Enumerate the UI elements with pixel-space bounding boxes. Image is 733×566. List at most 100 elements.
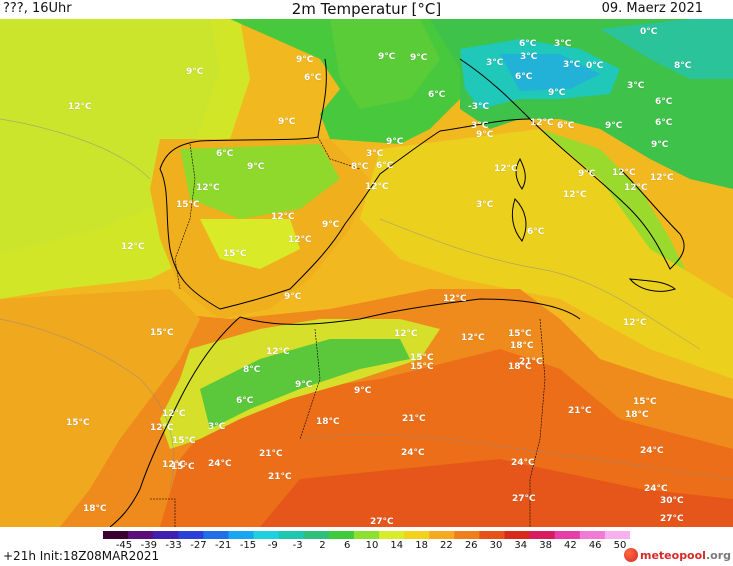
alps-coldest-zone bbox=[500, 54, 600, 91]
temperature-label: 9°C bbox=[186, 67, 204, 77]
temperature-label: 15°C bbox=[176, 200, 200, 210]
meteopool-logo: meteopool.org bbox=[623, 547, 731, 563]
scale-segment bbox=[579, 531, 606, 539]
atlas-cold-zone bbox=[200, 339, 410, 429]
scale-tick-label: 26 bbox=[464, 540, 478, 551]
scale-tick-label: 38 bbox=[539, 540, 552, 551]
alps-coastline bbox=[459, 58, 531, 120]
temperature-label: 18°C bbox=[316, 417, 340, 427]
scale-tick-label: 30 bbox=[489, 540, 503, 551]
balkans-cold-zone bbox=[600, 19, 733, 79]
temperature-label: 8°C bbox=[674, 61, 692, 71]
france-spain-border bbox=[317, 136, 361, 170]
logo-brand: meteo bbox=[639, 548, 680, 562]
temperature-label: 15°C bbox=[633, 397, 657, 407]
scale-segment bbox=[328, 531, 355, 539]
temperature-label: 9°C bbox=[295, 380, 313, 390]
temperature-label: 0°C bbox=[586, 61, 604, 71]
temperature-label: 12°C bbox=[365, 182, 389, 192]
scale-tick-label: 34 bbox=[514, 540, 528, 551]
temperature-label: 3°C bbox=[486, 58, 504, 68]
isotherm-sahara bbox=[299, 434, 733, 480]
western-sahara-border bbox=[150, 498, 176, 527]
france-center-zone bbox=[330, 19, 440, 109]
isotherm-atlantic bbox=[0, 118, 151, 180]
temperature-label: 12°C bbox=[271, 212, 295, 222]
temperature-label: 6°C bbox=[515, 72, 533, 82]
morocco-coastline bbox=[109, 316, 241, 527]
temperature-label: 12°C bbox=[443, 294, 467, 304]
algeria-morocco-border bbox=[299, 328, 321, 440]
temperature-label: 21°C bbox=[268, 472, 292, 482]
temperature-label: 12°C bbox=[288, 235, 312, 245]
temperature-label: 15°C bbox=[508, 329, 532, 339]
temperature-label: 6°C bbox=[655, 97, 673, 107]
temperature-label: 9°C bbox=[578, 169, 596, 179]
temperature-label: 15°C bbox=[223, 249, 247, 259]
temperature-label: 21°C bbox=[568, 406, 592, 416]
temperature-label: 3°C bbox=[471, 121, 489, 131]
temperature-label: 9°C bbox=[410, 53, 428, 63]
scale-tick-label: -21 bbox=[215, 540, 232, 551]
iberia-france-coastline bbox=[159, 58, 531, 310]
temperature-label: 9°C bbox=[284, 292, 302, 302]
scale-segment bbox=[379, 531, 405, 539]
isotherm-mediterranean bbox=[379, 218, 701, 350]
temperature-label: 15°C bbox=[410, 362, 434, 372]
temperature-map: 9°C 12°C 9°C 6°C 9°C 9°C 9°C 6°C 6°C 3°C 0°C 3°C 3°C… bbox=[0, 19, 733, 527]
temperature-label: 6°C bbox=[376, 161, 394, 171]
temperature-label: 12°C bbox=[530, 118, 554, 128]
scale-segment bbox=[529, 531, 556, 539]
scale-segment bbox=[253, 531, 280, 539]
temperature-label: 9°C bbox=[378, 52, 396, 62]
temperature-label: 15°C bbox=[410, 353, 434, 363]
temperature-label: 12°C bbox=[162, 460, 186, 470]
temperature-label: 18°C bbox=[508, 362, 532, 372]
scale-tick-label: -15 bbox=[239, 540, 257, 551]
temperature-label: 9°C bbox=[354, 386, 372, 396]
country-borders bbox=[150, 136, 546, 527]
forecast-day-label: ???, 16Uhr bbox=[3, 1, 72, 16]
scale-tick-label: 10 bbox=[365, 540, 379, 551]
temperature-label: 6°C bbox=[519, 39, 537, 49]
temperature-label: 30°C bbox=[660, 496, 684, 506]
scale-segment bbox=[128, 531, 154, 539]
temperature-label: 3°C bbox=[627, 81, 645, 91]
temperature-label: 9°C bbox=[247, 162, 265, 172]
temperature-label: 27°C bbox=[370, 517, 394, 527]
temperature-label: 12°C bbox=[121, 242, 145, 252]
color-scale-bar bbox=[103, 531, 630, 539]
temperature-label: 27°C bbox=[512, 494, 536, 504]
coastlines bbox=[109, 58, 685, 527]
temperature-label: 6°C bbox=[527, 227, 545, 237]
temperature-label: 8°C bbox=[243, 365, 261, 375]
temperature-label: 15°C bbox=[66, 418, 90, 428]
scale-tick-label: 46 bbox=[588, 540, 602, 551]
scale-tick-label: 22 bbox=[440, 540, 453, 551]
model-run-info: +21h Init:18Z08MAR2021 bbox=[3, 549, 160, 563]
sardinia-outline bbox=[511, 198, 527, 242]
scale-tick-label: 2 bbox=[319, 540, 326, 551]
temperature-label: 24°C bbox=[640, 446, 664, 456]
map-title: 2m Temperatur [°C] bbox=[291, 0, 442, 18]
scale-tick-label: 18 bbox=[415, 540, 428, 551]
temperature-field bbox=[0, 19, 733, 527]
scale-segment bbox=[178, 531, 204, 539]
isotherm-contours bbox=[0, 118, 733, 490]
temperature-label: 15°C bbox=[150, 328, 174, 338]
temperature-label: 18°C bbox=[625, 410, 649, 420]
temperature-label: 12°C bbox=[150, 423, 174, 433]
temperature-label: 15°C bbox=[171, 462, 195, 472]
temperature-label: 12°C bbox=[461, 333, 485, 343]
temperature-label: 27°C bbox=[660, 514, 684, 524]
scale-segment bbox=[604, 531, 630, 539]
temperature-label: 12°C bbox=[494, 164, 518, 174]
scale-tick-label: -27 bbox=[190, 540, 207, 551]
temperature-label: 8°C bbox=[351, 162, 369, 172]
iberia-north-cool-zone bbox=[180, 144, 340, 219]
portugal-border bbox=[174, 143, 196, 290]
temperature-label: 6°C bbox=[304, 73, 322, 83]
mediterranean-mild-zone bbox=[360, 129, 733, 379]
scale-tick-label: -33 bbox=[165, 540, 182, 551]
temperature-label: 3°C bbox=[554, 39, 572, 49]
